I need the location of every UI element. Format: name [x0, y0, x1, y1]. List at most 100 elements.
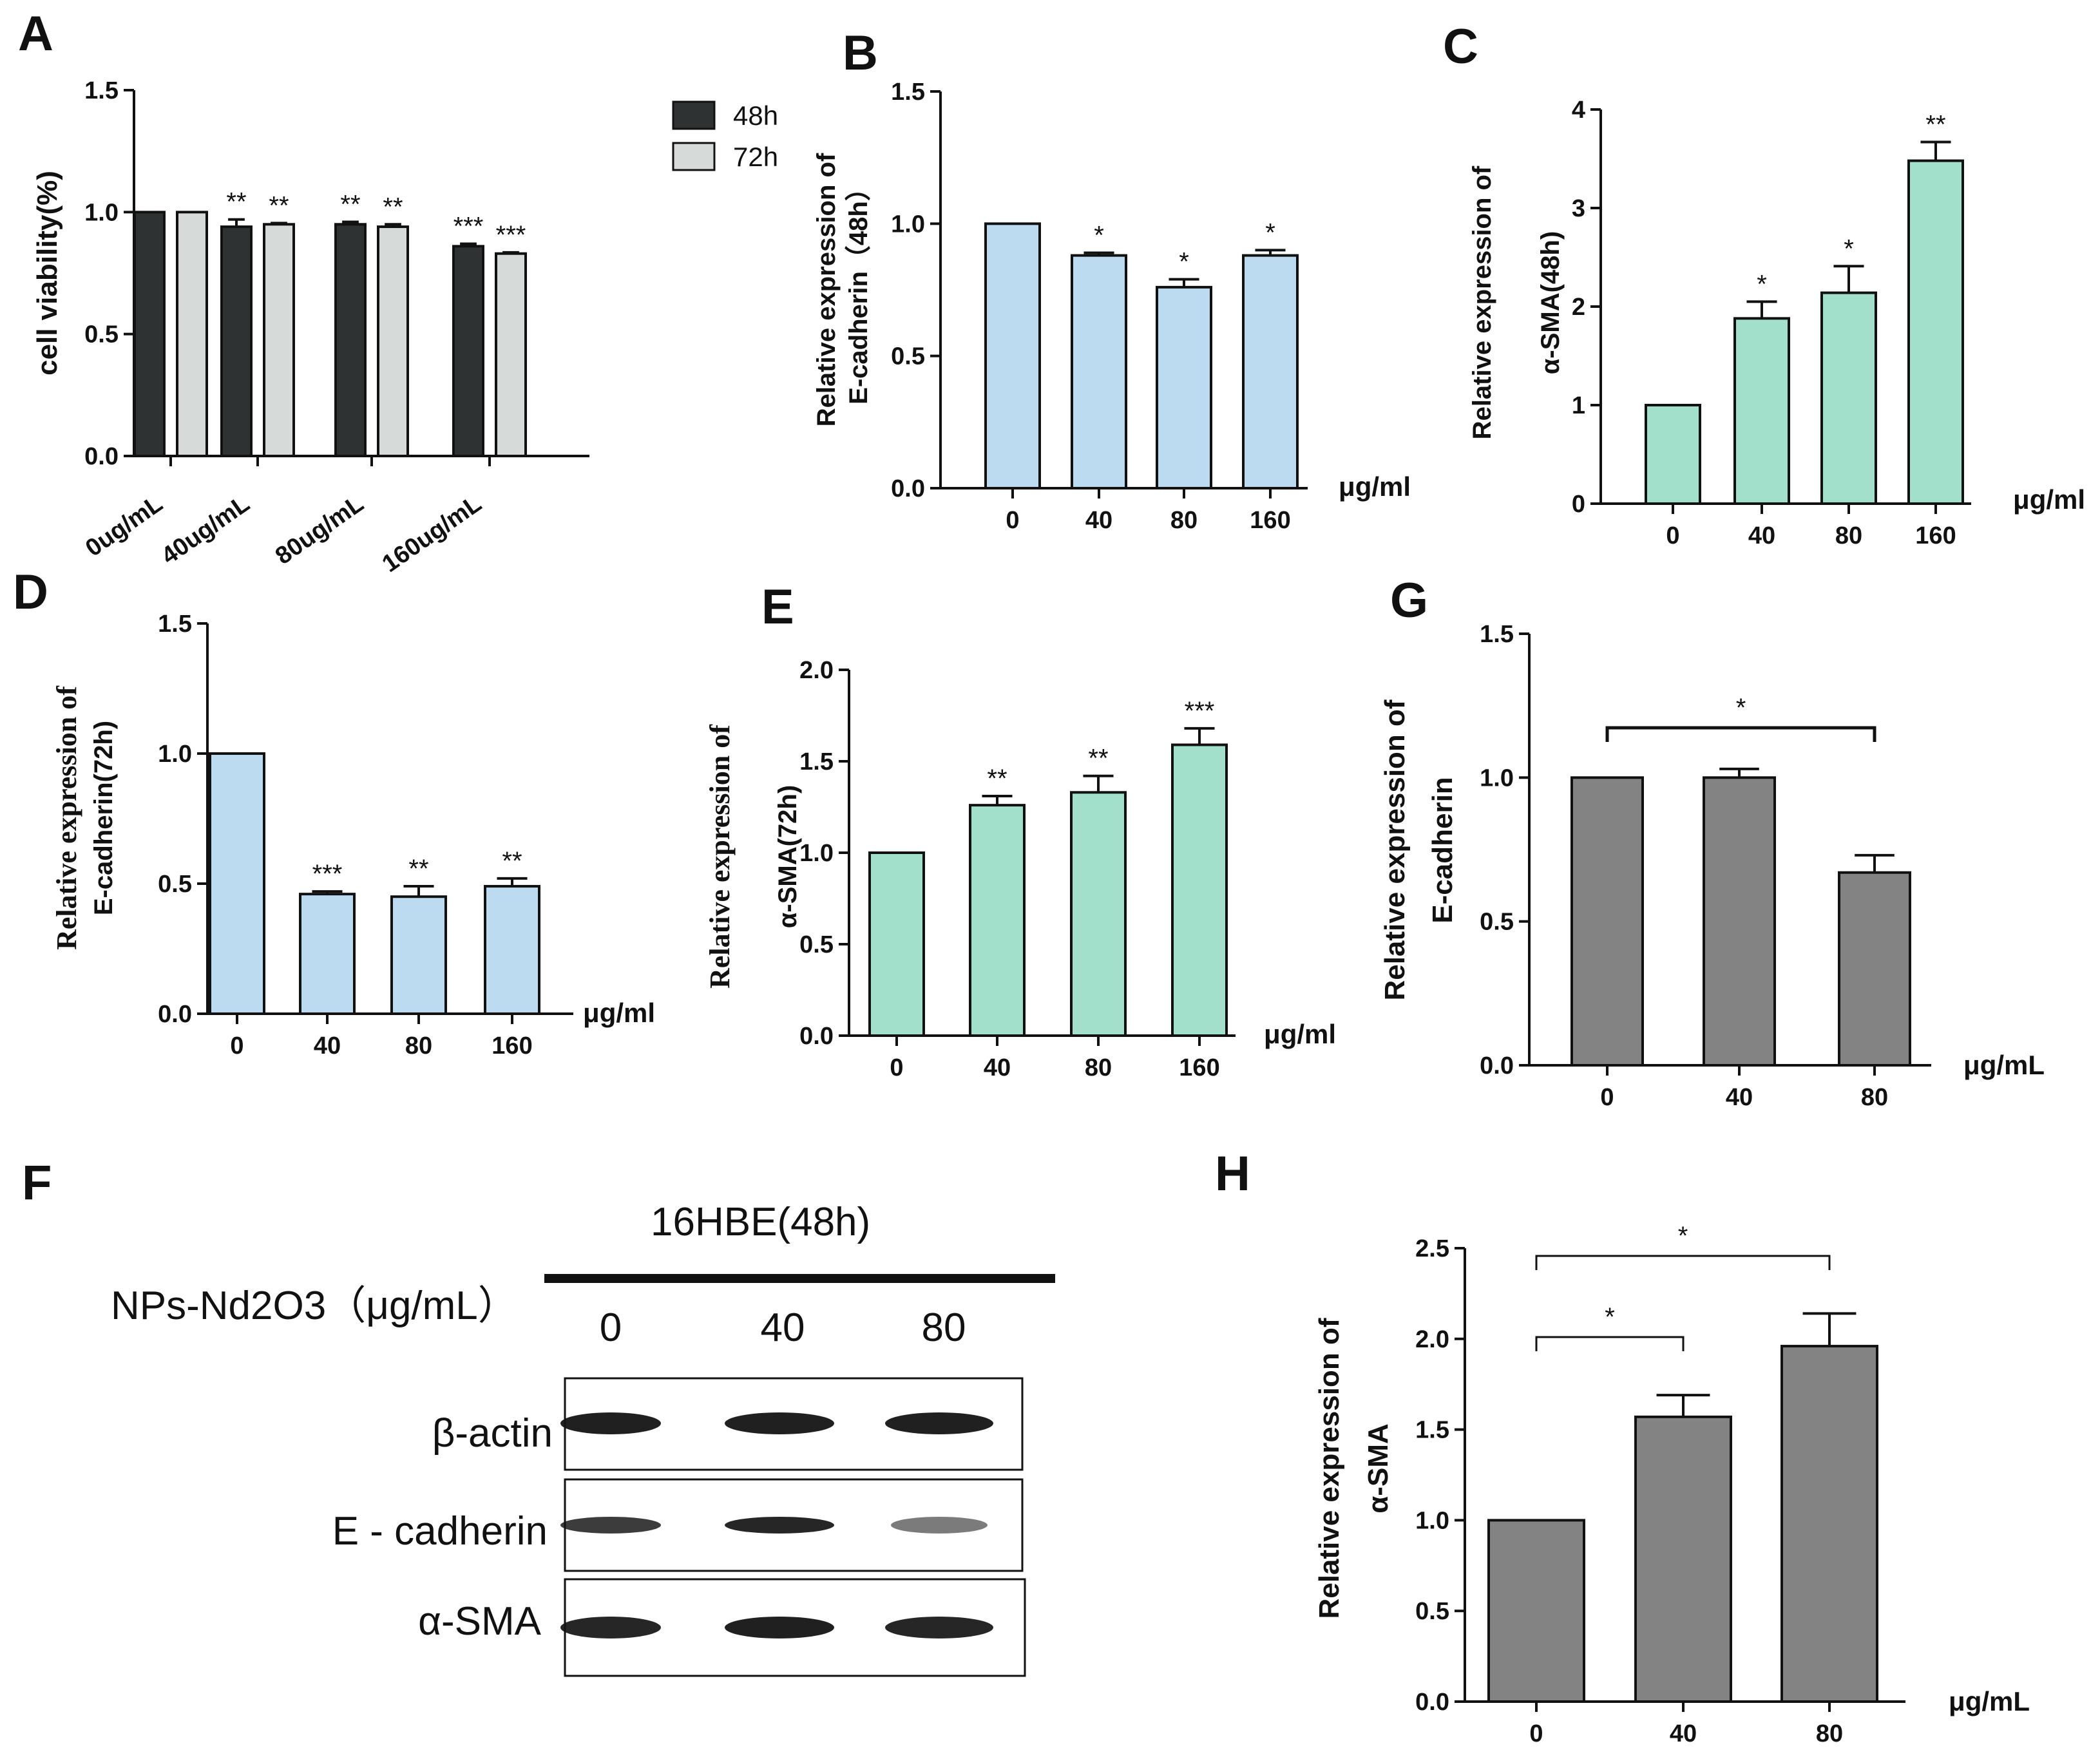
y-axis-label-line: Relative expression of: [1468, 166, 1496, 439]
y-tick-label: 1.0: [84, 199, 119, 226]
blot-treatment-label: NPs-Nd2O3（μg/mL）: [111, 1284, 518, 1328]
y-tick-label: 0.0: [891, 475, 925, 502]
significance-bracket: [1535, 1255, 1831, 1270]
y-axis-label-line: α-SMA: [1362, 1423, 1394, 1513]
y-tick-label: 2.0: [1415, 1326, 1449, 1353]
bar-80: [1820, 291, 1877, 505]
y-tick-label: 0.5: [891, 343, 925, 370]
y-tick-label: 0.5: [799, 931, 834, 958]
band-β-actin-lane-40: [725, 1412, 834, 1434]
y-tick-label: 1.0: [158, 741, 192, 768]
x-tick-label: 160: [1915, 522, 1956, 549]
blot-dose-40: 40: [761, 1306, 805, 1350]
y-tick-label: 1.5: [84, 77, 119, 104]
x-tick-label: 80: [1816, 1720, 1843, 1747]
blot-bands: [560, 1412, 993, 1638]
y-axis-label-line: E-cadherin(72h): [90, 721, 118, 915]
x-tick-label: 80ug/mL: [271, 490, 368, 570]
y-tick-label: 0.5: [158, 871, 192, 898]
y-tick-label: 1.5: [891, 79, 925, 106]
bracket-star: *: [1736, 694, 1746, 722]
y-tick-label: 2: [1572, 294, 1585, 321]
y-axis-label-line: Relative expression of: [812, 153, 841, 426]
panel-letter-e: E: [761, 580, 794, 634]
y-tick-label: 0.0: [1415, 1689, 1449, 1716]
bar-40: [969, 804, 1026, 1038]
x-tick-label: 160ug/mL: [377, 490, 486, 578]
significance-star: ***: [312, 860, 343, 888]
bar-0: [209, 752, 265, 1015]
x-tick-label: 40ug/mL: [157, 490, 254, 570]
bar-0: [1570, 776, 1644, 1067]
y-tick-label: 0.0: [84, 443, 119, 470]
band-E-cadherin-lane-40: [725, 1517, 834, 1534]
blot-protein-asma: α-SMA: [418, 1599, 541, 1644]
panel-letter-b: B: [843, 26, 878, 81]
bar-40: [1634, 1415, 1732, 1703]
bar-80: [1838, 871, 1911, 1067]
significance-bracket: [1605, 726, 1876, 742]
bar-80: [1780, 1345, 1878, 1703]
significance-star: *: [1844, 234, 1854, 263]
significance-star: **: [340, 190, 360, 218]
x-unit-label: μg/ml: [1264, 1019, 1336, 1049]
significance-star: *: [1179, 248, 1189, 276]
bar-40: [1733, 317, 1790, 505]
y-axis-label-line: α-SMA(48h): [1536, 231, 1565, 374]
x-tick-label: 0: [1529, 1720, 1543, 1747]
y-tick-label: 0.5: [1415, 1598, 1449, 1625]
x-tick-label: 0ug/mL: [81, 490, 167, 562]
x-unit-label: μg/ml: [1339, 471, 1411, 502]
bar-48h-160ug/mL: [452, 245, 484, 457]
significance-star: **: [408, 855, 428, 883]
x-tick-label: 0: [890, 1054, 903, 1081]
chart-g-ecadherin: 0.0 0.5 1.0 1.5 0 40 80 * Relative expression of…: [1379, 621, 2045, 1111]
x-tick-label: 40: [1085, 507, 1112, 534]
bar-48h-80ug/mL: [334, 223, 367, 457]
panel-letter-a: A: [18, 6, 53, 61]
panel-letter-d: D: [13, 565, 48, 620]
band-α-SMA-lane-0: [560, 1617, 661, 1638]
bracket-star: *: [1678, 1222, 1688, 1250]
y-tick-label: 4: [1572, 97, 1585, 124]
significance-star: ***: [1185, 697, 1215, 725]
bar-0: [868, 851, 925, 1037]
blot-dose-80: 80: [922, 1306, 966, 1350]
significance-star: *: [1265, 218, 1275, 247]
y-axis-label-line: Relative expression of: [704, 724, 736, 989]
bar-40: [299, 893, 356, 1016]
x-tick-label: 0: [1600, 1084, 1614, 1111]
y-tick-label: 1.0: [891, 211, 925, 238]
band-β-actin-lane-80: [885, 1412, 993, 1434]
x-tick-label: 40: [1726, 1084, 1753, 1111]
y-tick-label: 2.5: [1415, 1235, 1449, 1262]
significance-star: **: [502, 847, 522, 875]
bar-72h-80ug/mL: [377, 225, 409, 457]
bar-80: [390, 895, 447, 1015]
y-axis-label: cell viability(%): [32, 171, 63, 375]
y-tick-label: 1.5: [1480, 621, 1514, 648]
y-axis-label-line: Relative expression of: [51, 685, 82, 950]
y-tick-label: 3: [1572, 195, 1585, 222]
bar-160: [484, 885, 540, 1016]
y-tick-label: 0.5: [1480, 909, 1514, 936]
band-E-cadherin-lane-0: [560, 1517, 661, 1534]
blot-cell-line: 16HBE(48h): [651, 1200, 870, 1244]
y-tick-label: 0.0: [158, 1001, 192, 1028]
legend-swatch-72h: [672, 142, 716, 171]
bar-160: [1171, 743, 1228, 1037]
legend-label-72h: 72h: [733, 142, 778, 172]
significance-star: **: [987, 765, 1007, 793]
bar-160: [1907, 159, 1964, 505]
significance-star: **: [1088, 745, 1108, 773]
y-tick-label: 1.5: [158, 611, 192, 638]
x-unit-label: μg/ml: [583, 998, 655, 1028]
y-tick-label: 0: [1572, 491, 1585, 518]
bar-72h-40ug/mL: [263, 223, 295, 457]
bar-40: [1703, 776, 1776, 1067]
x-tick-label: 0: [1006, 507, 1019, 534]
y-axis-label-line: α-SMA(72h): [774, 785, 802, 928]
y-tick-label: 1.5: [799, 748, 834, 775]
legend-swatch-48h: [672, 100, 716, 130]
